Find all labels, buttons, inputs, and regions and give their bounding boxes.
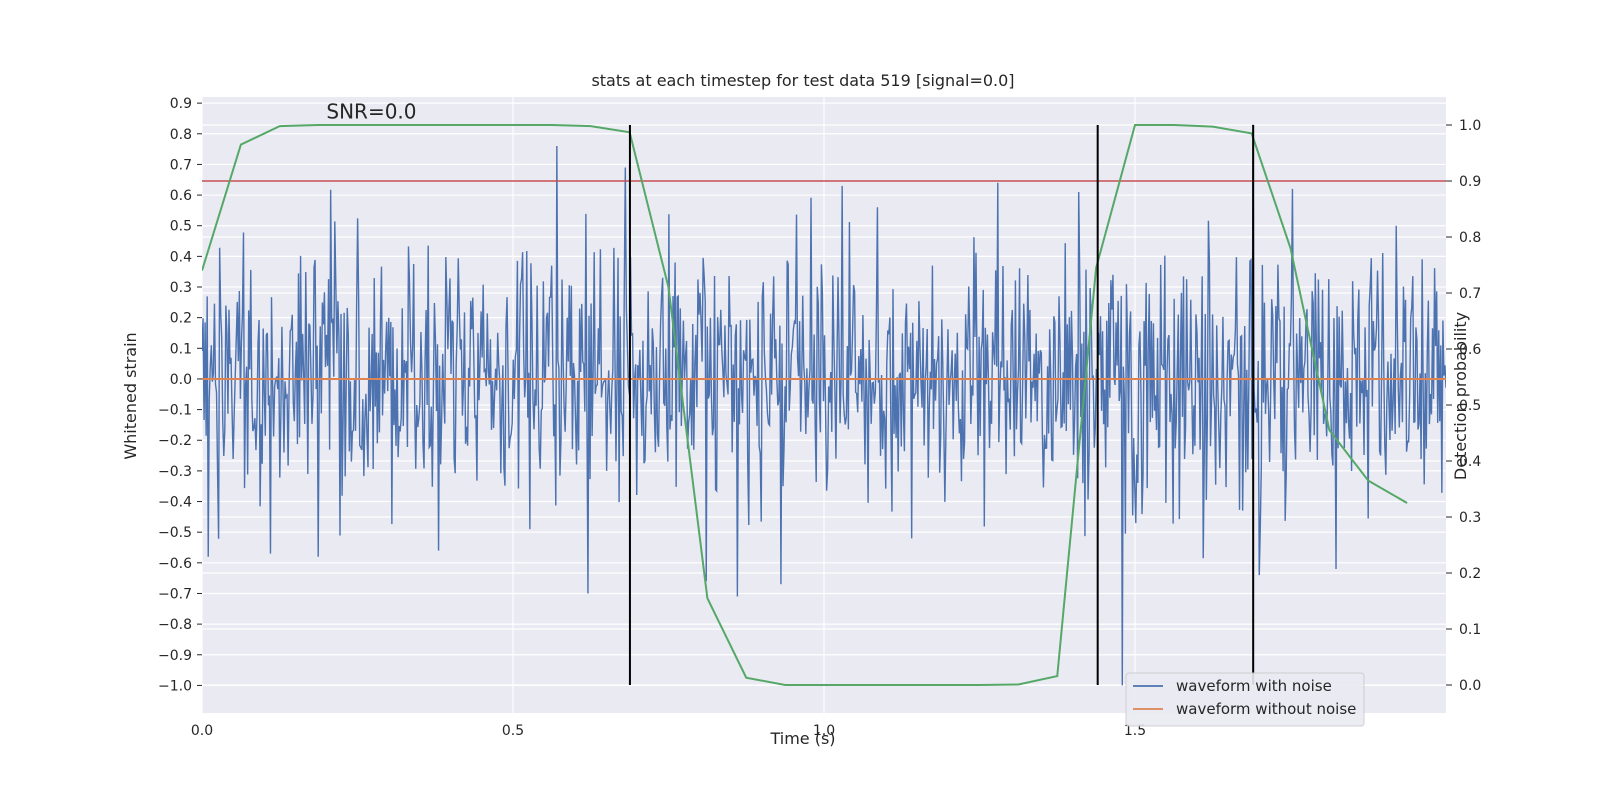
y-tick-label: 0.0 [170,372,192,388]
x-tick-label: 0.0 [191,723,213,739]
legend-label-noise: waveform with noise [1176,677,1332,695]
y-tick-label: 0.4 [170,249,192,265]
y2-tick-label: 0.2 [1459,566,1481,582]
x-tick-label: 1.5 [1124,723,1146,739]
y-tick-label: −0.8 [158,617,192,633]
y2-tick-label: 0.9 [1459,174,1481,190]
y2-tick-label: 0.4 [1459,454,1481,470]
x-axis-label: Time (s) [769,729,835,748]
x-tick-label: 0.5 [502,723,524,739]
y-tick-label: −1.0 [158,678,192,694]
legend-label-clean: waveform without noise [1176,700,1356,718]
y2-tick-label: 0.7 [1459,286,1481,302]
y-tick-label: 0.3 [170,280,192,296]
y-tick-label: −0.2 [158,433,192,449]
y2-axis-label: Detection probability [1451,312,1470,480]
series-layer [202,124,1446,686]
y-tick-label: 0.1 [170,341,192,357]
y-tick-label: 0.2 [170,311,192,327]
y-tick-label: −0.5 [158,525,192,541]
y-tick-label: −0.9 [158,648,192,664]
y-tick-label: −0.1 [158,403,192,419]
y-tick-label: −0.7 [158,586,192,602]
y-tick-label: 0.9 [170,96,192,112]
y-axis-label: Whitened strain [121,332,140,459]
y2-tick-label: 0.5 [1459,398,1481,414]
series-waveform-with-noise [202,124,1446,686]
series-detection-probability [202,124,1408,686]
y2-tick-label: 1.0 [1459,118,1481,134]
snr-annotation: SNR=0.0 [326,99,416,123]
y-tick-label: −0.3 [158,464,192,480]
y2-tick-label: 0.6 [1459,342,1481,358]
y-tick-label: 0.8 [170,127,192,143]
legend-box [1125,672,1365,727]
y2-tick-label: 0.3 [1459,510,1481,526]
y2-tick-label: 0.0 [1459,678,1481,694]
y2-tick-label: 0.8 [1459,230,1481,246]
axes-layer: 0.0 0.5 1.0 1.5 0.9 0.8 0.7 0.6 0.5 0.4 0.3 0.2 0.1 0… [158,96,1481,739]
y-tick-label: −0.4 [158,495,192,511]
y2-tick-label: 0.1 [1459,622,1481,638]
x-tick-label: 1.0 [813,723,835,739]
y-tick-label: 0.5 [170,219,192,235]
y-tick-label: 0.6 [170,188,192,204]
y-tick-label: −0.6 [158,556,192,572]
legend: waveform with noise waveform without noi… [1125,672,1365,727]
chart-title: stats at each timestep for test data 519… [591,71,1014,90]
y-tick-label: 0.7 [170,157,192,173]
